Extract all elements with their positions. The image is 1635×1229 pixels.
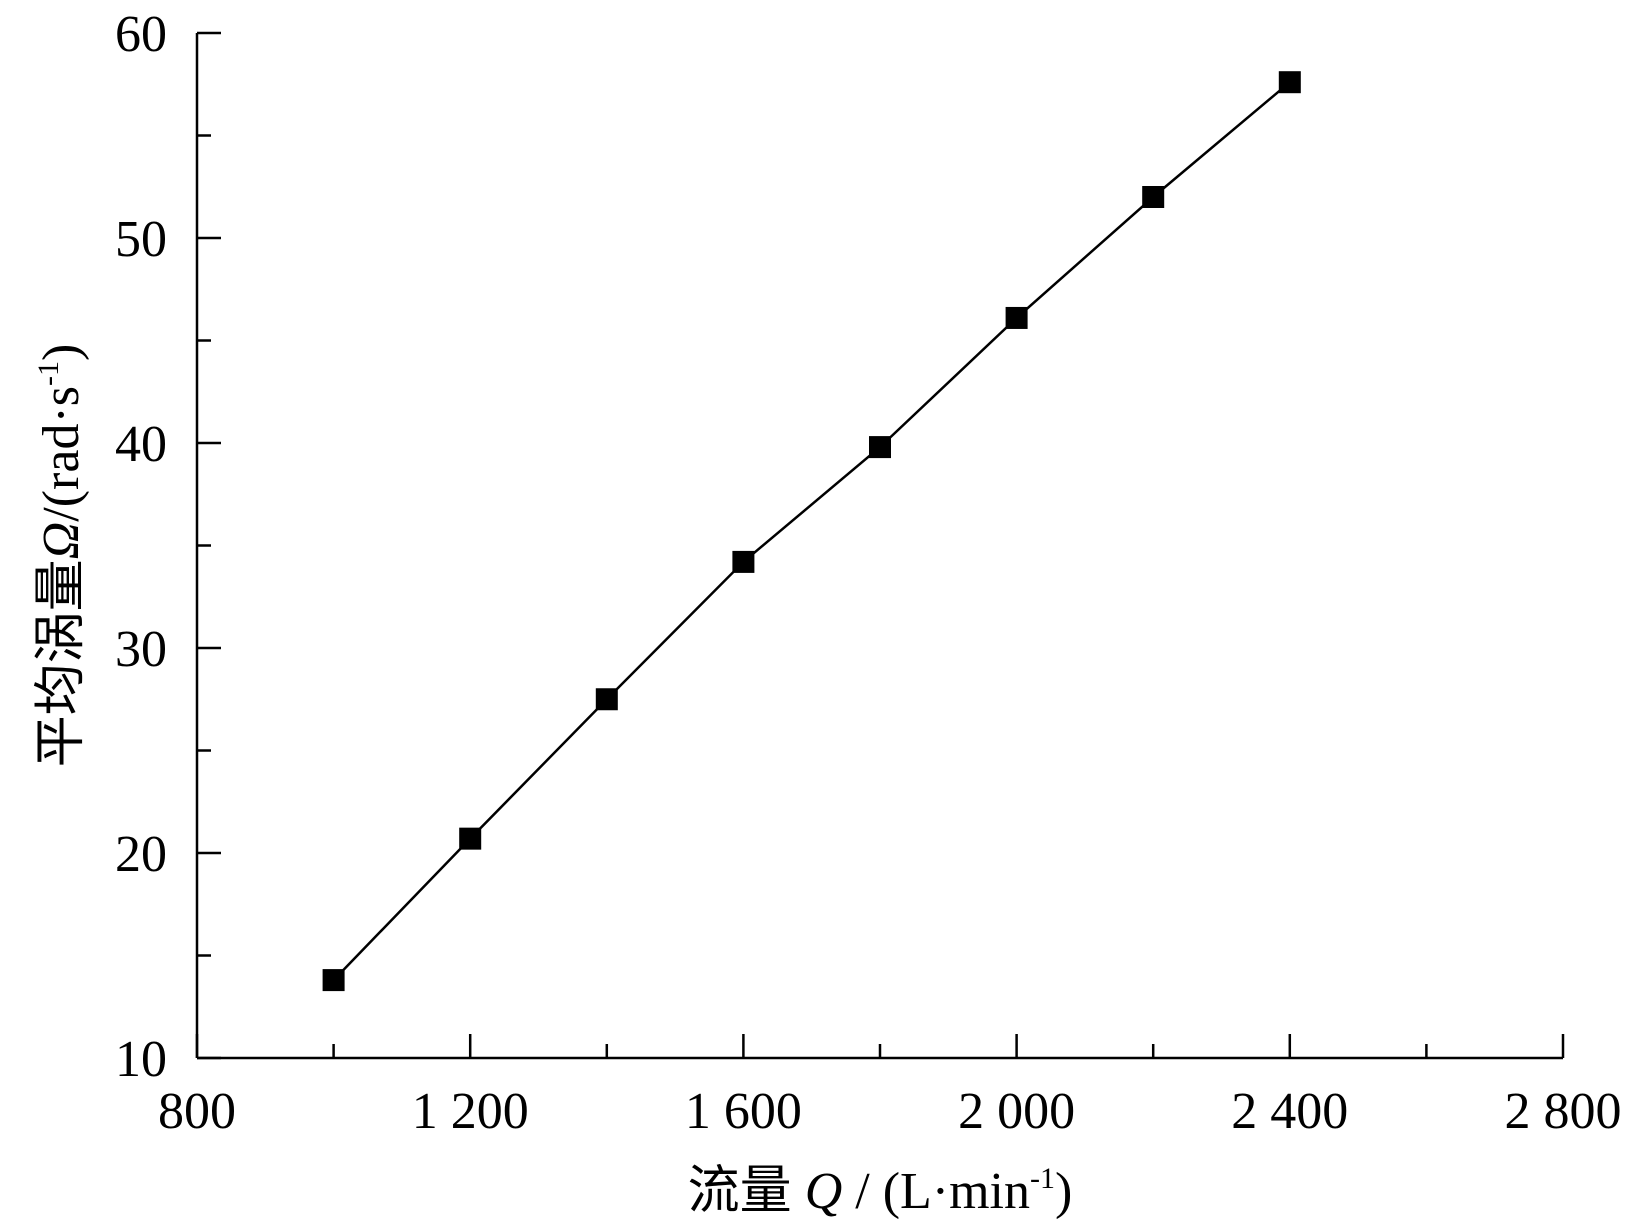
series-group (322, 71, 1301, 992)
x-axis-title: 流量 Q / (L·min-1) (688, 1162, 1073, 1220)
x-axis-title-suffix: ) (1055, 1163, 1072, 1220)
x-axis-title-middle: / (L·min (842, 1163, 1030, 1220)
y-axis-title-symbol: Ω (33, 522, 90, 560)
x-axis-title-sup: -1 (1030, 1162, 1055, 1195)
data-point-marker (869, 436, 891, 459)
y-axis-ticks: 10 20 30 40 50 60 (115, 6, 221, 1088)
data-point-marker (1005, 306, 1028, 329)
data-point-marker (595, 688, 618, 711)
x-axis-ticks: 800 1 200 1 600 2 000 2 400 2 800 (158, 1034, 1622, 1140)
y-tick-label: 10 (115, 1031, 167, 1088)
y-tick-label: 50 (115, 211, 167, 268)
series-line (332, 81, 1291, 981)
y-axis-title-middle: /(rad·s (33, 386, 90, 522)
x-tick-label: 800 (158, 1083, 236, 1140)
x-axis-title-prefix: 流量 (688, 1163, 805, 1220)
data-point-marker (459, 827, 482, 850)
y-tick-label: 20 (115, 826, 167, 883)
data-point-marker (732, 550, 755, 573)
x-tick-label: 1 200 (412, 1083, 529, 1140)
plot-frame (195, 33, 1563, 1060)
x-axis-title-symbol: Q (805, 1163, 843, 1220)
y-axis-title: 平均涡量Ω/(rad·s-1) (32, 344, 90, 768)
y-tick-label: 60 (115, 6, 167, 63)
x-tick-label: 2 000 (958, 1083, 1075, 1140)
data-point-marker (1142, 186, 1165, 208)
x-tick-label: 1 600 (685, 1083, 802, 1140)
y-tick-label: 30 (115, 621, 167, 678)
y-axis-title-suffix: ) (33, 344, 90, 361)
y-tick-label: 40 (115, 416, 167, 473)
x-tick-label: 2 800 (1505, 1083, 1622, 1140)
x-tick-label: 2 400 (1231, 1083, 1348, 1140)
data-point-marker (1278, 71, 1301, 94)
y-axis-title-prefix: 平均涡量 (33, 559, 90, 767)
y-axis-title-sup: -1 (32, 361, 65, 386)
data-point-marker (322, 969, 345, 992)
